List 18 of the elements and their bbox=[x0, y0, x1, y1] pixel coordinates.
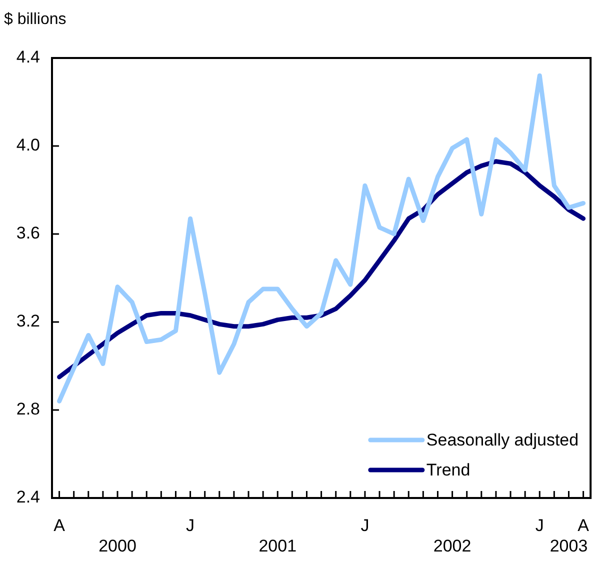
x-tick-label: 2000 bbox=[98, 536, 136, 556]
legend-label: Trend bbox=[426, 460, 470, 480]
x-tick-label: 2002 bbox=[433, 536, 472, 556]
y-tick-label: 4.0 bbox=[16, 136, 40, 155]
x-tick-label: J bbox=[186, 516, 195, 535]
x-tick-label: J bbox=[535, 516, 544, 535]
y-tick-label: 3.6 bbox=[16, 224, 40, 243]
y-tick-label: 2.8 bbox=[16, 400, 40, 419]
x-tick-label: 2003 bbox=[550, 536, 588, 556]
y-axis-title: $ billions bbox=[4, 11, 66, 28]
y-tick-label: 2.4 bbox=[16, 488, 40, 507]
x-tick-label: A bbox=[578, 516, 590, 535]
x-tick-label: A bbox=[54, 516, 66, 535]
x-tick-label: J bbox=[360, 516, 370, 535]
legend-label: Seasonally adjusted bbox=[426, 430, 579, 450]
x-tick-label: 2001 bbox=[258, 536, 297, 556]
y-tick-label: 3.2 bbox=[16, 312, 40, 331]
y-tick-label: 4.4 bbox=[16, 48, 40, 67]
